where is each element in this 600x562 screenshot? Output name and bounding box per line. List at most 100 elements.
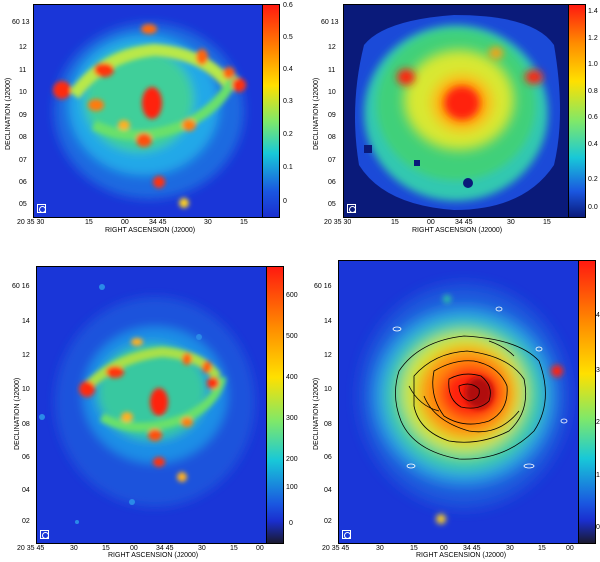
cbar-tick: 0.5 <box>283 34 293 41</box>
cbar-tick: 2 <box>596 419 600 426</box>
x-tick: 20 35 30 <box>324 219 352 226</box>
y-tick: 06 <box>328 179 336 186</box>
y-tick: 07 <box>19 157 27 164</box>
x-tick: 15 <box>410 545 418 552</box>
galaxy-image <box>338 260 580 544</box>
x-tick: 20 35 30 <box>17 219 45 226</box>
y-tick: 06 <box>324 454 332 461</box>
x-tick: 15 <box>85 219 93 226</box>
x-tick: 30 <box>506 545 514 552</box>
y-tick: 12 <box>22 352 30 359</box>
beam-icon <box>342 530 351 539</box>
cbar-tick: 100 <box>286 484 298 491</box>
x-axis-label: RIGHT ASCENSION (J2000) <box>412 227 503 234</box>
x-tick: 00 <box>130 545 138 552</box>
y-tick: 04 <box>22 487 30 494</box>
x-tick: 34 45 <box>149 219 167 226</box>
x-tick: 34 45 <box>455 219 473 226</box>
colorbar <box>578 260 596 544</box>
cbar-tick: 1.4 <box>588 8 598 15</box>
cbar-tick: 0.4 <box>588 141 598 148</box>
galaxy-image <box>33 4 265 218</box>
y-tick: 60 16 <box>314 283 332 290</box>
y-tick: 60 16 <box>12 283 30 290</box>
y-tick: 14 <box>22 318 30 325</box>
x-tick: 00 <box>121 219 129 226</box>
cbar-tick: 1.2 <box>588 35 598 42</box>
y-tick: 12 <box>19 44 27 51</box>
cbar-tick: 1 <box>596 472 600 479</box>
beam-icon <box>37 204 46 213</box>
cbar-tick: 0.2 <box>588 176 598 183</box>
y-tick: 60 13 <box>12 19 30 26</box>
x-axis-label: RIGHT ASCENSION (J2000) <box>108 552 199 559</box>
y-axis-label: DECLINATION (J2000) <box>5 77 12 150</box>
x-tick: 15 <box>230 545 238 552</box>
y-tick: 05 <box>19 201 27 208</box>
x-tick: 30 <box>70 545 78 552</box>
y-tick: 05 <box>328 201 336 208</box>
x-tick: 30 <box>204 219 212 226</box>
x-tick: 34 45 <box>463 545 481 552</box>
y-tick: 11 <box>19 67 27 74</box>
y-tick: 12 <box>324 352 332 359</box>
cbar-tick: 200 <box>286 456 298 463</box>
x-tick: 00 <box>427 219 435 226</box>
y-tick: 60 13 <box>321 19 339 26</box>
y-tick: 14 <box>324 318 332 325</box>
y-tick: 02 <box>22 518 30 525</box>
x-tick: 30 <box>507 219 515 226</box>
cbar-tick: 500 <box>286 333 298 340</box>
y-tick: 10 <box>22 386 30 393</box>
y-tick: 10 <box>324 386 332 393</box>
y-axis-label: DECLINATION (J2000) <box>313 377 320 450</box>
x-tick: 15 <box>102 545 110 552</box>
y-tick: 08 <box>328 134 336 141</box>
cbar-tick: 0.3 <box>283 98 293 105</box>
panel-top-right: DECLINATION (J2000) <box>300 0 600 240</box>
y-tick: 10 <box>19 89 27 96</box>
beam-icon <box>40 530 49 539</box>
y-tick: 06 <box>22 454 30 461</box>
y-tick: 11 <box>328 67 336 74</box>
galaxy-image <box>343 4 570 218</box>
cbar-tick: 0 <box>289 520 293 527</box>
y-tick: 08 <box>324 421 332 428</box>
x-tick: 15 <box>538 545 546 552</box>
cbar-tick: 3 <box>596 367 600 374</box>
y-tick: 10 <box>328 89 336 96</box>
beam-icon <box>347 204 356 213</box>
x-tick: 34 45 <box>156 545 174 552</box>
cbar-tick: 0 <box>283 198 287 205</box>
x-tick: 15 <box>391 219 399 226</box>
y-tick: 09 <box>328 112 336 119</box>
cbar-tick: 1.0 <box>588 61 598 68</box>
x-tick: 30 <box>198 545 206 552</box>
x-tick: 15 <box>543 219 551 226</box>
colorbar <box>568 4 586 218</box>
y-tick: 09 <box>19 112 27 119</box>
panel-bottom-left: DECLINATION (J2000) <box>0 260 300 562</box>
x-tick: 15 <box>240 219 248 226</box>
cbar-tick: 600 <box>286 292 298 299</box>
cbar-tick: 0.6 <box>283 2 293 9</box>
cbar-tick: 0.2 <box>283 131 293 138</box>
cbar-tick: 0.6 <box>588 114 598 121</box>
panel-top-left: DECLINATION (J2000) <box>0 0 300 240</box>
cbar-tick: 300 <box>286 415 298 422</box>
y-axis-label: DECLINATION (J2000) <box>313 77 320 150</box>
x-axis-label: RIGHT ASCENSION (J2000) <box>105 227 196 234</box>
x-axis-label: RIGHT ASCENSION (J2000) <box>416 552 507 559</box>
y-tick: 07 <box>328 157 336 164</box>
y-tick: 04 <box>324 487 332 494</box>
y-tick: 06 <box>19 179 27 186</box>
cbar-tick: 0.8 <box>588 88 598 95</box>
y-tick: 08 <box>19 134 27 141</box>
galaxy-image <box>36 266 268 544</box>
cbar-tick: 0.4 <box>283 66 293 73</box>
colorbar <box>266 266 284 544</box>
cbar-tick: 0.0 <box>588 204 598 211</box>
cbar-tick: 0.1 <box>283 164 293 171</box>
x-tick: 20 35 45 <box>17 545 45 552</box>
panel-bottom-right: DECLINATION (J2000) <box>300 260 600 562</box>
